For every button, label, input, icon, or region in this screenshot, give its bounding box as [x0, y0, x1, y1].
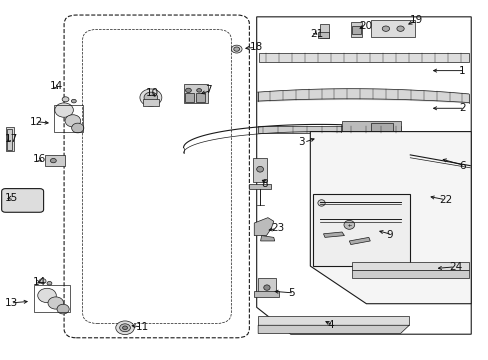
Ellipse shape	[62, 97, 69, 102]
Polygon shape	[249, 184, 271, 189]
Text: 11: 11	[136, 322, 149, 332]
Polygon shape	[323, 232, 344, 237]
Polygon shape	[310, 132, 470, 304]
Text: 18: 18	[249, 42, 262, 52]
Ellipse shape	[65, 115, 81, 127]
Ellipse shape	[57, 304, 69, 314]
Ellipse shape	[50, 158, 56, 163]
Ellipse shape	[48, 297, 63, 309]
Ellipse shape	[196, 89, 201, 92]
Text: 3: 3	[298, 138, 304, 147]
Bar	[184, 93, 193, 102]
Bar	[183, 84, 207, 103]
Text: 10: 10	[146, 88, 159, 98]
Bar	[317, 32, 329, 38]
Bar	[312, 194, 409, 266]
Text: 9: 9	[385, 230, 392, 239]
Text: 24: 24	[448, 262, 462, 272]
Polygon shape	[258, 325, 408, 333]
Polygon shape	[348, 237, 369, 244]
Text: 14: 14	[49, 81, 62, 91]
Bar	[5, 127, 14, 151]
Text: 13: 13	[4, 298, 18, 308]
Bar	[254, 291, 278, 297]
Text: 21: 21	[310, 29, 323, 39]
Text: 16: 16	[32, 154, 45, 164]
Ellipse shape	[71, 99, 76, 103]
Bar	[320, 24, 328, 38]
Text: 6: 6	[458, 161, 465, 171]
Bar	[370, 123, 392, 137]
Bar	[258, 126, 400, 133]
Ellipse shape	[116, 321, 134, 334]
Bar	[351, 270, 468, 278]
Text: 7: 7	[205, 85, 212, 95]
Bar	[351, 26, 360, 34]
Bar	[34, 285, 70, 312]
Ellipse shape	[72, 123, 83, 133]
Text: 20: 20	[358, 21, 371, 31]
Bar	[195, 93, 204, 102]
Ellipse shape	[185, 88, 191, 93]
Text: 2: 2	[458, 103, 465, 113]
Text: 14: 14	[32, 277, 45, 287]
Ellipse shape	[343, 220, 354, 229]
Text: 22: 22	[439, 195, 452, 205]
Bar	[54, 105, 82, 132]
Ellipse shape	[382, 26, 389, 31]
Ellipse shape	[396, 26, 404, 31]
Ellipse shape	[55, 103, 73, 117]
Text: 23: 23	[270, 224, 284, 233]
Ellipse shape	[38, 288, 56, 303]
Ellipse shape	[144, 92, 158, 103]
Ellipse shape	[263, 285, 269, 290]
Bar	[351, 262, 468, 270]
Polygon shape	[260, 235, 274, 241]
Ellipse shape	[140, 89, 162, 106]
Ellipse shape	[47, 282, 52, 285]
Ellipse shape	[39, 279, 46, 284]
Bar	[143, 99, 158, 106]
Bar	[6, 129, 12, 150]
Ellipse shape	[256, 166, 263, 172]
Bar	[370, 21, 414, 37]
Bar	[258, 316, 408, 325]
Ellipse shape	[231, 45, 242, 53]
Text: 4: 4	[327, 320, 333, 330]
Ellipse shape	[122, 326, 127, 329]
Text: 1: 1	[458, 66, 465, 76]
Bar	[350, 22, 361, 37]
Text: 17: 17	[4, 134, 18, 144]
Text: 19: 19	[409, 15, 423, 26]
Bar	[341, 121, 400, 139]
Ellipse shape	[317, 200, 325, 206]
Polygon shape	[254, 218, 273, 235]
Text: 5: 5	[288, 288, 294, 298]
FancyBboxPatch shape	[1, 189, 43, 212]
Bar	[257, 278, 276, 293]
Bar	[259, 53, 468, 62]
Text: 15: 15	[4, 193, 18, 203]
Text: 12: 12	[30, 117, 43, 127]
Bar	[252, 158, 267, 182]
Bar	[44, 155, 65, 166]
Ellipse shape	[120, 324, 130, 332]
Text: 8: 8	[261, 179, 267, 189]
Ellipse shape	[233, 47, 239, 51]
